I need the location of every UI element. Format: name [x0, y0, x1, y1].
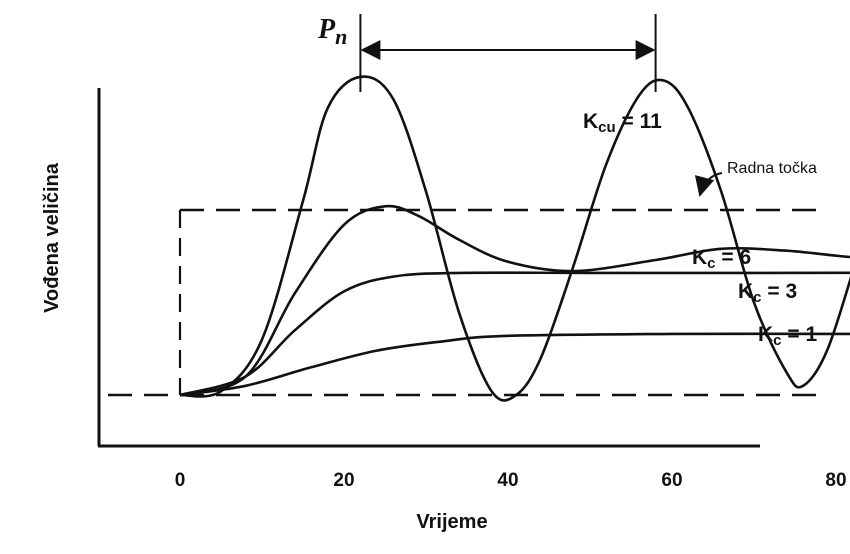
operating-point-arrow [694, 172, 723, 197]
y-axis-title: Vođena veličina [41, 162, 63, 313]
x-tick-labels: 020406080100120 [175, 470, 847, 491]
series-kc-1-label: Kc = 1 [758, 323, 817, 349]
series-kcu-11-line [179, 75, 850, 402]
x-tick-label: 0 [175, 470, 186, 491]
series-kc-6-line [179, 204, 850, 397]
x-axis-title: Vrijeme [416, 511, 487, 533]
series-kc-6-label: Kc = 6 [692, 246, 751, 272]
operating-point-label: Radna točka [727, 160, 817, 177]
series-kc-1-line [179, 332, 850, 397]
x-tick-label: 60 [661, 470, 682, 491]
series-kcu-11-label: Kcu = 11 [583, 110, 662, 136]
x-tick-label: 20 [333, 470, 354, 491]
series-kc-3-label: Kc = 3 [738, 280, 797, 306]
x-tick-label: 80 [825, 470, 846, 491]
series-kc-3-line [179, 271, 850, 397]
x-tick-label: 40 [497, 470, 518, 491]
period-label: Pn [317, 14, 347, 49]
